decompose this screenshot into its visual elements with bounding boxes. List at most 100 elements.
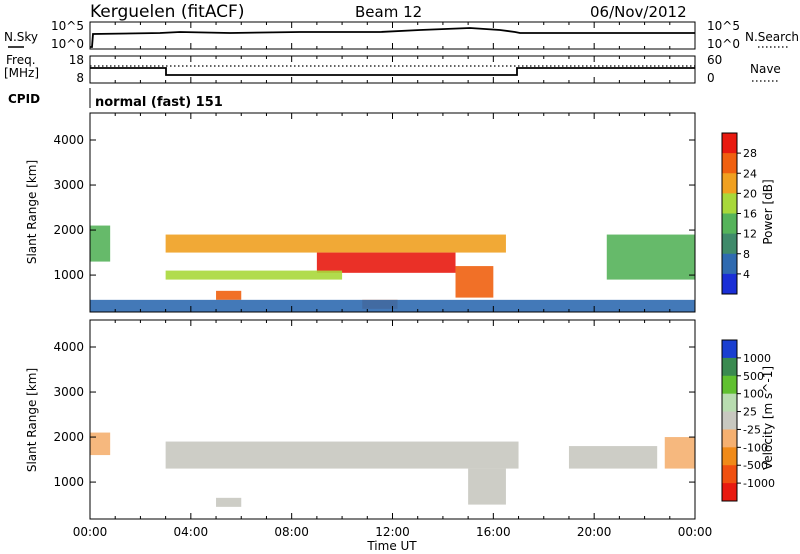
scatter-region [664, 437, 695, 469]
nave-tick-top: 60 [707, 53, 722, 67]
y-tick-label: 3000 [53, 385, 84, 399]
colorbar-tick-label: 28 [743, 147, 757, 160]
scatter-region [568, 446, 658, 469]
scatter-region [468, 468, 506, 505]
noise-right-tick-bottom: 10^0 [707, 37, 740, 51]
power-panel-frame [89, 112, 696, 313]
station-title: Kerguelen (fitACF) [90, 2, 244, 22]
colorbar-swatch [722, 447, 737, 466]
colorbar-tick-label: 12 [743, 228, 757, 241]
velocity-cells [90, 432, 695, 507]
scatter-region [165, 234, 506, 253]
colorbar-tick-label: 100 [743, 388, 764, 401]
colorbar-tick-label: 25 [743, 406, 757, 419]
scatter-region [216, 497, 242, 507]
x-tick-label: 04:00 [174, 525, 209, 539]
x-tick-label: 20:00 [577, 525, 612, 539]
colorbar-tick-label: 500 [743, 370, 764, 383]
noise-left-tick-top: 10^5 [51, 19, 84, 33]
y-tick-label: 2000 [53, 430, 84, 444]
date-title: 06/Nov/2012 [590, 3, 687, 21]
scatter-region [165, 270, 343, 280]
x-tick-label: 08:00 [274, 525, 309, 539]
x-tick-label: 00:00 [73, 525, 108, 539]
noise-right-tick-top: 10^5 [707, 19, 740, 33]
cpid-label: CPID [8, 92, 40, 106]
colorbar-swatch [722, 357, 737, 377]
colorbar-tick-label: -500 [743, 459, 768, 472]
velocity-cbar-label: Velocity [m s^-1] [761, 366, 775, 470]
colorbar-tick-label: -100 [743, 441, 768, 454]
power-colorbar: 28 24 20 16 12 8 4 [721, 132, 757, 295]
noise-sky-label: N.Sky [4, 30, 38, 44]
colorbar-swatch [722, 133, 737, 154]
noise-sky-trace [90, 27, 695, 48]
y-tick-label: 1000 [53, 475, 84, 489]
y-tick-label: 3000 [53, 178, 84, 192]
freq-tick-top: 18 [69, 53, 84, 67]
x-tick-label: 00:00 [678, 525, 713, 539]
scatter-region [90, 432, 111, 456]
power-cbar-label: Power [dB] [761, 179, 775, 244]
y-tick-label: 2000 [53, 223, 84, 237]
colorbar-swatch [722, 153, 737, 174]
colorbar-swatch [722, 340, 737, 359]
velocity-colorbar: 1000 500 100 25 -25 -100 -500 -1000 [721, 339, 775, 502]
colorbar-swatch [722, 193, 737, 214]
colorbar-tick-label: 4 [743, 268, 750, 281]
colorbar-swatch [722, 173, 737, 194]
freq-trace [90, 67, 695, 76]
freq-tick-bottom: 8 [76, 71, 84, 85]
nave-tick-bottom: 0 [707, 71, 715, 85]
colorbar-tick-label: 20 [743, 187, 757, 200]
colorbar-swatch [722, 465, 737, 484]
freq-label-line1: Freq. [6, 53, 36, 67]
power-cells [90, 225, 695, 312]
colorbar-swatch [722, 213, 737, 235]
colorbar-swatch [722, 253, 737, 275]
y-tick-label: 4000 [53, 133, 84, 147]
velocity-ylabel: Slant Range [km] [25, 368, 39, 472]
freq-label-line2: [MHz] [4, 66, 39, 80]
scatter-region [90, 225, 111, 262]
colorbar-tick-label: 16 [743, 208, 757, 221]
x-tick-label: 12:00 [375, 525, 410, 539]
colorbar-tick-label: -25 [743, 423, 761, 436]
nave-label: Nave [750, 62, 781, 76]
noise-left-tick-bottom: 10^0 [51, 37, 84, 51]
noise-search-label: N.Search [745, 30, 799, 44]
colorbar-swatch [722, 233, 737, 255]
power-panel: 4000 3000 2000 1000 Slant Range [km] 28 24 20… [25, 112, 775, 313]
colorbar-swatch [722, 393, 737, 413]
y-tick-label: 4000 [53, 340, 84, 354]
time-axis-label: Time UT [366, 539, 417, 553]
scatter-region [606, 234, 695, 280]
scatter-region [165, 441, 519, 469]
velocity-panel-frame [89, 319, 696, 520]
colorbar-swatch [722, 273, 737, 295]
colorbar-frame [721, 339, 738, 502]
colorbar-tick-label: -1000 [743, 477, 775, 490]
scatter-region [90, 299, 695, 312]
noise-panel: 10^5 10^0 10^5 10^0 N.Sky N.Search [4, 19, 799, 51]
colorbar-tick-label: 1000 [743, 352, 771, 365]
beam-title: Beam 12 [355, 3, 422, 21]
velocity-yticks: 4000 3000 2000 1000 [53, 340, 695, 489]
colorbar-tick-label: 24 [743, 167, 757, 180]
cpid-value: normal (fast) 151 [95, 95, 223, 110]
colorbar-swatch [722, 483, 737, 502]
scatter-region [455, 266, 494, 298]
x-tick-label: 16:00 [476, 525, 511, 539]
time-xticks: 00:00 04:00 08:00 12:00 16:00 20:00 00:00 [73, 22, 713, 539]
power-yticks: 4000 3000 2000 1000 [53, 133, 695, 282]
scatter-region [316, 252, 456, 273]
scatter-region [216, 290, 242, 300]
power-ylabel: Slant Range [km] [25, 160, 39, 264]
colorbar-tick-label: 8 [743, 248, 750, 261]
y-tick-label: 1000 [53, 268, 84, 282]
colorbar-swatch [722, 429, 737, 448]
colorbar-swatch [722, 375, 737, 395]
colorbar-swatch [722, 411, 737, 430]
